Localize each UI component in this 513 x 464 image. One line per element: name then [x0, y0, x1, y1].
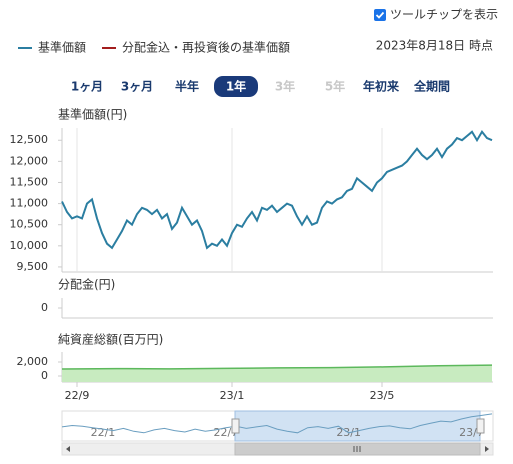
period-button[interactable]: 5年 — [325, 79, 345, 94]
panel-title: 分配金(円) — [58, 277, 115, 292]
panel-title: 基準価額(円) — [58, 107, 127, 122]
y-tick-label: 11,500 — [10, 175, 49, 188]
scroll-right[interactable] — [485, 446, 489, 452]
period-button-bg[interactable] — [214, 76, 258, 97]
scroll-left[interactable] — [66, 446, 70, 452]
data-line — [61, 413, 493, 434]
period-button[interactable]: 3ヶ月 — [121, 80, 153, 94]
legend-label[interactable]: 基準価額 — [38, 40, 86, 55]
y-tick-label: 12,000 — [10, 154, 49, 167]
period-button[interactable]: 全期間 — [413, 79, 450, 94]
y-tick-label: 0 — [41, 301, 48, 314]
checkbox-label[interactable]: ツールチップを表示 — [390, 8, 498, 22]
as-of-date: 2023年8月18日 時点 — [376, 39, 493, 53]
check-icon — [375, 11, 385, 19]
period-button[interactable]: 半年 — [175, 79, 199, 94]
y-tick-label: 10,000 — [10, 239, 49, 252]
navigator-label: 22/1 — [91, 426, 116, 439]
scrollbar-grip — [353, 446, 361, 452]
y-tick-label: 11,000 — [10, 197, 49, 210]
y-tick-label: 9,500 — [17, 260, 49, 273]
x-tick-label: 23/1 — [220, 389, 245, 402]
period-button[interactable]: 年初来 — [363, 79, 400, 94]
y-tick-label: 12,500 — [10, 133, 49, 146]
period-button[interactable]: 1ヶ月 — [71, 80, 103, 94]
x-tick-label: 22/9 — [65, 389, 90, 402]
navigator-handle[interactable] — [476, 418, 485, 434]
y-tick-label: 10,500 — [10, 218, 49, 231]
panel-title: 純資産総額(百万円) — [58, 332, 163, 347]
period-button[interactable]: 1年 — [226, 79, 246, 94]
navigator-handle[interactable] — [231, 418, 240, 434]
period-button[interactable]: 3年 — [275, 79, 295, 94]
y-tick-label: 0 — [41, 369, 48, 382]
x-tick-label: 23/5 — [370, 389, 395, 402]
legend-label[interactable]: 分配金込・再投資後の基準価額 — [122, 40, 290, 55]
data-line — [61, 130, 493, 250]
y-tick-label: 2,000 — [17, 355, 49, 368]
checkbox[interactable] — [374, 9, 386, 21]
area-line — [61, 364, 493, 370]
